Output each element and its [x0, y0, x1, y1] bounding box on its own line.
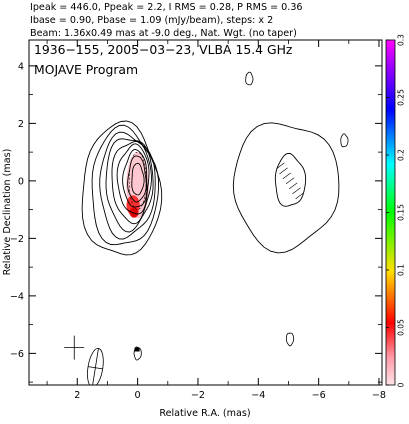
x-axis-ticks: 2 0 −2 −4 −6 −8 — [46, 40, 386, 401]
beam-ellipse — [64, 335, 104, 385]
small-contour — [286, 332, 295, 347]
beam-minor-axis — [88, 366, 103, 370]
colorbar-tick-label: 0.1 — [397, 264, 406, 276]
core-fill-max — [129, 207, 139, 218]
jet-inner-contour — [274, 152, 307, 207]
jet-contours — [232, 122, 340, 254]
small-dark-spot — [134, 347, 140, 352]
y-tick-label: 4 — [18, 61, 24, 72]
small-features — [133, 71, 349, 361]
header-line-2: Ibase = 0.90, Pbase = 1.09 (mJy/beam), s… — [30, 15, 273, 26]
core-contours — [81, 120, 163, 256]
polarization-outline — [128, 151, 147, 210]
x-tick-label: −6 — [312, 390, 326, 401]
core-contour — [131, 162, 145, 196]
chart-title: 1936−155, 2005−03−23, VLBA 15.4 GHz — [34, 42, 292, 57]
jet-contour — [232, 122, 340, 254]
colorbar-tick-label: 0.15 — [397, 204, 406, 221]
y-tick-label: −6 — [10, 349, 24, 360]
header-line-3: Beam: 1.36x0.49 mas at -9.0 deg., Nat. W… — [30, 28, 297, 39]
chart-subtitle: MOJAVE Program — [34, 62, 138, 77]
colorbar-tick-label: 0.2 — [397, 149, 406, 161]
polarization-vector — [295, 192, 304, 200]
y-tick-label: 0 — [18, 176, 24, 187]
y-tick-label: −2 — [10, 234, 24, 245]
colorbar-tick-label: 0.3 — [397, 34, 406, 46]
colorbar-tick-label: 0.05 — [397, 319, 406, 336]
core-contour — [122, 149, 148, 208]
small-contour — [245, 71, 254, 86]
polarization-vector — [288, 182, 298, 190]
colorbar-ticks: 0 0.05 0.1 0.15 0.2 0.25 0.3 — [386, 34, 406, 387]
y-axis-label: Relative Declination (mas) — [2, 149, 13, 276]
header-line-1: Ipeak = 446.0, Ppeak = 2.2, I RMS = 0.28… — [30, 2, 303, 13]
y-axis-ticks: 4 2 0 −2 −4 −6 — [10, 61, 382, 383]
core-contour — [116, 143, 150, 215]
core-contour — [127, 155, 147, 203]
core-contour — [111, 140, 152, 225]
y-tick-label: 2 — [18, 119, 24, 130]
core-contour — [91, 124, 160, 246]
colorbar-tick-label: 0.25 — [397, 89, 406, 106]
polarization-region — [128, 151, 147, 210]
small-contour — [340, 133, 349, 148]
plot-frame — [28, 39, 383, 386]
x-tick-label: −4 — [251, 390, 265, 401]
polarization-vector — [282, 172, 291, 180]
x-tick-label: 0 — [135, 390, 141, 401]
polarization-vector — [285, 177, 295, 185]
y-tick-label: −4 — [10, 291, 24, 302]
x-tick-label: −2 — [191, 390, 205, 401]
x-tick-label: −8 — [372, 390, 386, 401]
polarization-vector — [292, 187, 301, 195]
core-contour — [81, 120, 163, 256]
x-tick-label: 2 — [74, 390, 80, 401]
polarization-vector — [276, 162, 285, 170]
colorbar-tick-label: 0 — [397, 382, 406, 387]
x-axis-label: Relative R.A. (mas) — [159, 408, 250, 419]
polarization-vector — [279, 167, 288, 175]
